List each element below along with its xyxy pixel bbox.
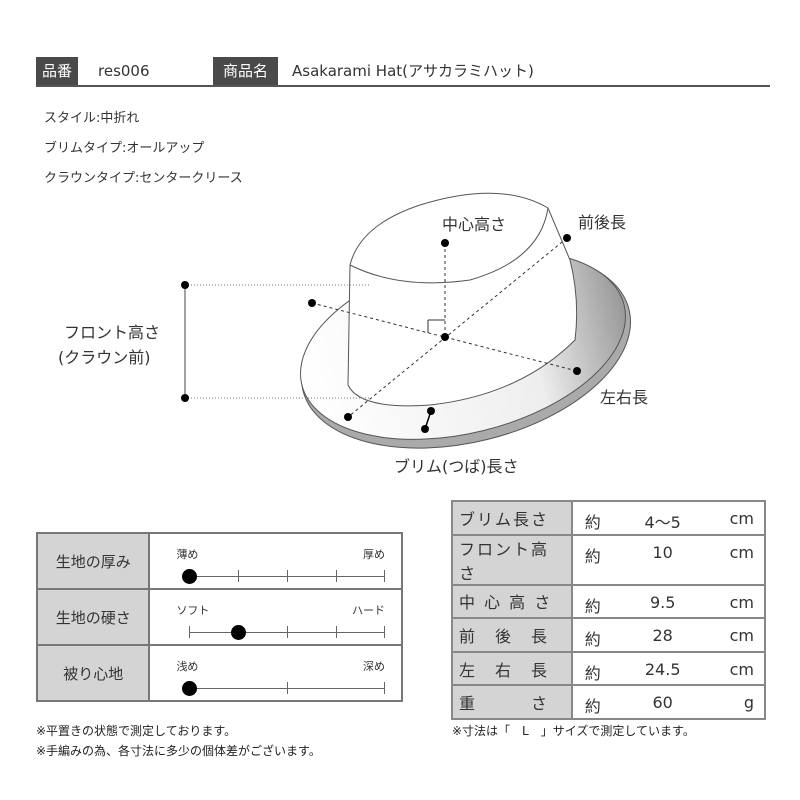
spec-row: 重 さ約 60 g (451, 684, 767, 720)
slider-row: 生地の硬さ ソフト ハード (35, 588, 403, 646)
center-height-label: 中心高さ (442, 215, 507, 234)
spec-label: 中 心 高 さ (451, 583, 573, 620)
attribute-crown: クラウンタイプ:センタークリース (44, 171, 243, 186)
spec-label: 左 右 長 (451, 650, 573, 687)
header-divider (36, 85, 770, 87)
spec-unit: cm (729, 626, 754, 646)
slider-marker (231, 625, 247, 640)
slider-row: 生地の厚み 薄め 厚め (35, 532, 403, 590)
slider-tick (189, 626, 191, 638)
spec-label: 重 さ (451, 684, 573, 720)
name-label: 商品名 (213, 57, 278, 85)
spec-prefix: 約 (584, 513, 601, 532)
slider-tick (384, 626, 386, 638)
fabric-slider-table: 生地の厚み 薄め 厚め 生地の硬さ ソフト ハード 被り心地 浅め 深め (35, 532, 403, 702)
slider-tick (286, 570, 288, 582)
spec-unit: cm (729, 659, 754, 679)
left-right-label: 左右長 (600, 388, 649, 407)
slider-min-label: ソフト (176, 604, 210, 617)
spec-unit: cm (729, 592, 754, 612)
note-handmade: ※手編みの為、各寸法に多少の個体差がございます。 (36, 744, 321, 758)
spec-value: 28 (652, 626, 673, 646)
name-value: Asakarami Hat(アサカラミハット) (292, 62, 534, 80)
brim-length-label: ブリム(つば)長さ (394, 457, 519, 476)
spec-row: 左 右 長約 24.5 cm (451, 650, 767, 687)
spec-prefix: 約 (584, 697, 601, 717)
center-height-dot (441, 239, 449, 247)
spec-label: フロント高さ (451, 533, 573, 586)
code-value: res006 (98, 62, 150, 80)
slider-label: 被り心地 (35, 644, 151, 702)
spec-value: 4～5 (644, 513, 681, 532)
slider-max-label: 深め (363, 660, 385, 673)
code-label: 品番 (36, 57, 78, 85)
spec-unit: cm (729, 509, 754, 528)
slider-label: 生地の厚み (35, 532, 151, 590)
slider-tick (384, 682, 386, 694)
note-flat-measure: ※平置きの状態で測定しております。 (36, 724, 237, 738)
spec-row: 前 後 長約 28 cm (451, 617, 767, 653)
spec-prefix: 約 (584, 596, 601, 616)
spec-prefix: 約 (584, 630, 601, 650)
slider-tick (286, 682, 288, 694)
slider-tick (286, 626, 288, 638)
slider-row: 被り心地 浅め 深め (35, 644, 403, 702)
hat-diagram (181, 192, 632, 449)
slider-marker (182, 681, 198, 696)
spec-value: 10 (652, 542, 673, 562)
spec-value: 24.5 (644, 659, 681, 679)
attribute-style: スタイル:中折れ (44, 111, 140, 126)
slider-min-label: 浅め (176, 660, 199, 673)
slider-tick (238, 570, 240, 582)
slider-tick (384, 570, 386, 582)
slider-marker (182, 569, 198, 584)
spec-unit: cm (729, 542, 754, 562)
spec-value: 9.5 (649, 592, 676, 612)
attribute-brim: ブリムタイプ:オールアップ (44, 141, 205, 156)
slider-max-label: 厚め (363, 548, 385, 561)
spec-label: ブリム長さ (451, 500, 573, 536)
note-size: ※寸法は「 L 」サイズで測定しています。 (452, 724, 695, 738)
front-height-sub-label: (クラウン前) (58, 348, 151, 367)
spec-prefix: 約 (584, 663, 601, 683)
front-height-label: フロント高さ (64, 323, 161, 342)
spec-row: 中 心 高 さ約 9.5 cm (451, 583, 767, 620)
spec-label: 前 後 長 (451, 617, 573, 653)
spec-row: フロント高さ約 10 cm (451, 533, 767, 586)
spec-prefix: 約 (584, 546, 601, 566)
spec-table: ブリム長さ約 4～5 cm フロント高さ約 10 cm 中 心 高 さ約 9.5 cm 前 後 長… (451, 500, 767, 720)
slider-tick (335, 570, 337, 582)
slider-min-label: 薄め (176, 548, 199, 561)
spec-value: 60 (652, 693, 673, 713)
slider-label: 生地の硬さ (35, 588, 151, 646)
spec-unit: g (743, 693, 754, 713)
slider-max-label: ハード (352, 604, 385, 617)
front-back-label: 前後長 (578, 213, 627, 232)
slider-tick (335, 626, 337, 638)
spec-row: ブリム長さ約 4～5 cm (451, 500, 767, 536)
